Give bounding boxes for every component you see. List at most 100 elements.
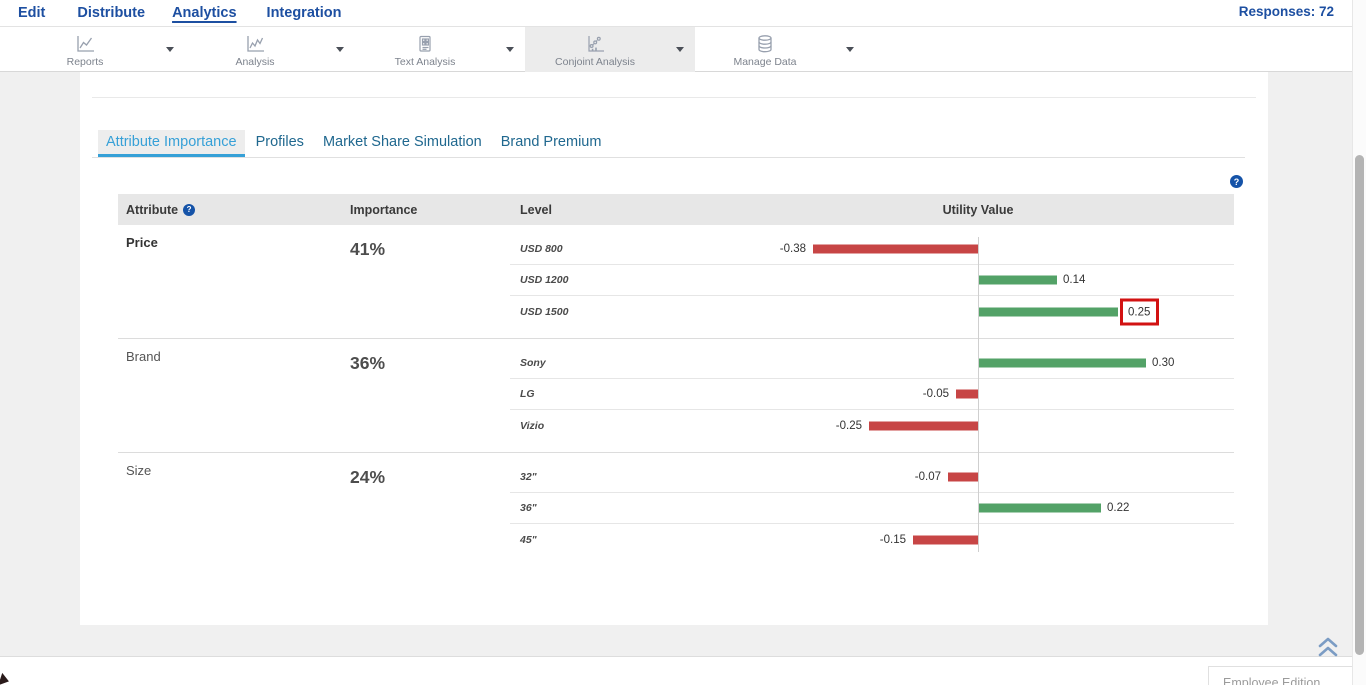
level-label: 45" (520, 533, 537, 546)
tab-attribute-importance[interactable]: Attribute Importance (98, 130, 245, 157)
caret-down-icon (676, 47, 684, 52)
utility-value-label: -0.05 (922, 388, 949, 400)
caret-down-icon (166, 47, 174, 52)
utility-bar (979, 358, 1146, 368)
level-label: USD 1200 (520, 274, 569, 286)
level-row: USD 1200 0.14 (510, 265, 1234, 296)
help-icon[interactable]: ? (1230, 175, 1243, 188)
text-analysis-label: Text Analysis (394, 56, 456, 68)
utility-value-label: -0.15 (879, 533, 906, 546)
conjoint-analysis-label: Conjoint Analysis (555, 56, 635, 68)
level-label: 32" (520, 471, 537, 483)
level-label: USD 1500 (520, 305, 569, 318)
top-nav: Edit Distribute Analytics Integration Re… (0, 0, 1352, 27)
utility-value-label: -0.07 (914, 471, 941, 483)
caret-down-icon (336, 47, 344, 52)
level-label: 36" (520, 502, 537, 514)
level-row: USD 1500 0.25 (510, 296, 1234, 327)
utility-bar (979, 307, 1118, 316)
utility-value-label: 0.14 (1063, 274, 1086, 286)
reports-button[interactable]: Reports (15, 27, 155, 72)
reports-dropdown-caret[interactable] (155, 27, 185, 72)
level-label: Sony (520, 357, 546, 369)
utility-bar (913, 535, 978, 544)
utility-value-label: 0.22 (1107, 502, 1130, 514)
responses-count-link[interactable]: Responses: 72 (1238, 4, 1334, 19)
tab-brand-premium[interactable]: Brand Premium (500, 134, 602, 150)
utility-value-label: 0.25 (1128, 306, 1151, 318)
toolbar-group-reports: Reports (15, 27, 185, 72)
level-row: Sony 0.30 (510, 348, 1234, 379)
level-row: 36" 0.22 (510, 493, 1234, 524)
level-row: USD 800 -0.38 (510, 234, 1234, 265)
level-row: 32" -0.07 (510, 462, 1234, 493)
manage-data-label: Manage Data (733, 56, 797, 68)
attribute-importance-table: Attribute ? Importance Level Utility Val… (118, 194, 1234, 566)
attribute-group: Size 24% 32" -0.07 36" 0.22 45" -0.15 (118, 453, 1234, 566)
toolbar-group-conjoint-analysis: Conjoint Analysis (525, 27, 695, 72)
header-importance: Importance (350, 202, 418, 217)
conjoint-analysis-dropdown-caret[interactable] (665, 27, 695, 72)
attribute-group: Brand 36% Sony 0.30 LG -0.05 Vizio -0.25 (118, 339, 1234, 453)
table-header: Attribute ? Importance Level Utility Val… (118, 194, 1234, 225)
level-label: LG (520, 388, 535, 400)
attribute-name: Size (126, 463, 152, 478)
attribute-name: Brand (126, 349, 161, 364)
attribute-help-icon[interactable]: ? (183, 203, 196, 216)
edition-badge: Employee Edition (1208, 666, 1360, 685)
toolbar-group-text-analysis: Text Analysis (355, 27, 525, 72)
card-divider (92, 97, 1256, 98)
conjoint-analysis-button[interactable]: Conjoint Analysis (525, 27, 665, 72)
toolbar-group-manage-data: Manage Data (695, 27, 865, 72)
analysis-icon (244, 34, 266, 54)
nav-item-distribute[interactable]: Distribute (77, 5, 146, 21)
tab-profiles[interactable]: Profiles (255, 134, 304, 150)
analysis-label: Analysis (235, 56, 275, 68)
attribute-group: Price 41% USD 800 -0.38 USD 1200 0.14 USD 1500… (118, 225, 1234, 339)
utility-bar (979, 503, 1101, 513)
text-analysis-dropdown-caret[interactable] (495, 27, 525, 72)
importance-value: 41% (350, 239, 386, 259)
importance-value: 24% (350, 467, 386, 487)
utility-bar (813, 244, 978, 254)
text-analysis-icon (414, 34, 436, 54)
nav-item-analytics[interactable]: Analytics (172, 5, 237, 21)
reports-icon (74, 34, 96, 54)
nav-item-integration[interactable]: Integration (266, 5, 342, 21)
footer-strip (0, 658, 1352, 685)
utility-value-label: 0.30 (1152, 357, 1175, 369)
attribute-name: Price (126, 235, 158, 250)
tab-market-share-simulation[interactable]: Market Share Simulation (322, 134, 482, 150)
caret-down-icon (846, 47, 854, 52)
level-row: 45" -0.15 (510, 524, 1234, 555)
header-level: Level (520, 202, 552, 217)
scrollbar-thumb[interactable] (1355, 155, 1364, 655)
analysis-button[interactable]: Analysis (185, 27, 325, 72)
utility-bar (869, 421, 978, 430)
manage-data-icon (754, 34, 776, 54)
level-row: LG -0.05 (510, 379, 1234, 410)
analysis-dropdown-caret[interactable] (325, 27, 355, 72)
edition-label: Employee Edition (1223, 676, 1321, 685)
tabs-underline (92, 157, 1245, 158)
toolbar-group-analysis: Analysis (185, 27, 355, 72)
manage-data-dropdown-caret[interactable] (835, 27, 865, 72)
manage-data-button[interactable]: Manage Data (695, 27, 835, 72)
importance-value: 36% (350, 353, 386, 373)
table-body: Price 41% USD 800 -0.38 USD 1200 0.14 USD 1500… (118, 225, 1234, 566)
header-attribute: Attribute (126, 202, 179, 217)
utility-value-label: -0.38 (779, 243, 806, 255)
scroll-to-top-button[interactable] (1315, 635, 1341, 659)
nav-item-edit[interactable]: Edit (18, 5, 46, 21)
caret-down-icon (506, 47, 514, 52)
text-analysis-button[interactable]: Text Analysis (355, 27, 495, 72)
utility-bar (948, 472, 978, 482)
conjoint-analysis-icon (584, 34, 606, 54)
level-label: Vizio (520, 419, 545, 432)
analytics-toolbar: Reports Analysis (0, 27, 1352, 72)
double-chevron-up-icon (1315, 637, 1341, 663)
level-row: Vizio -0.25 (510, 410, 1234, 441)
header-utility-value: Utility Value (942, 202, 1014, 217)
scrollbar-track[interactable] (1352, 0, 1366, 685)
